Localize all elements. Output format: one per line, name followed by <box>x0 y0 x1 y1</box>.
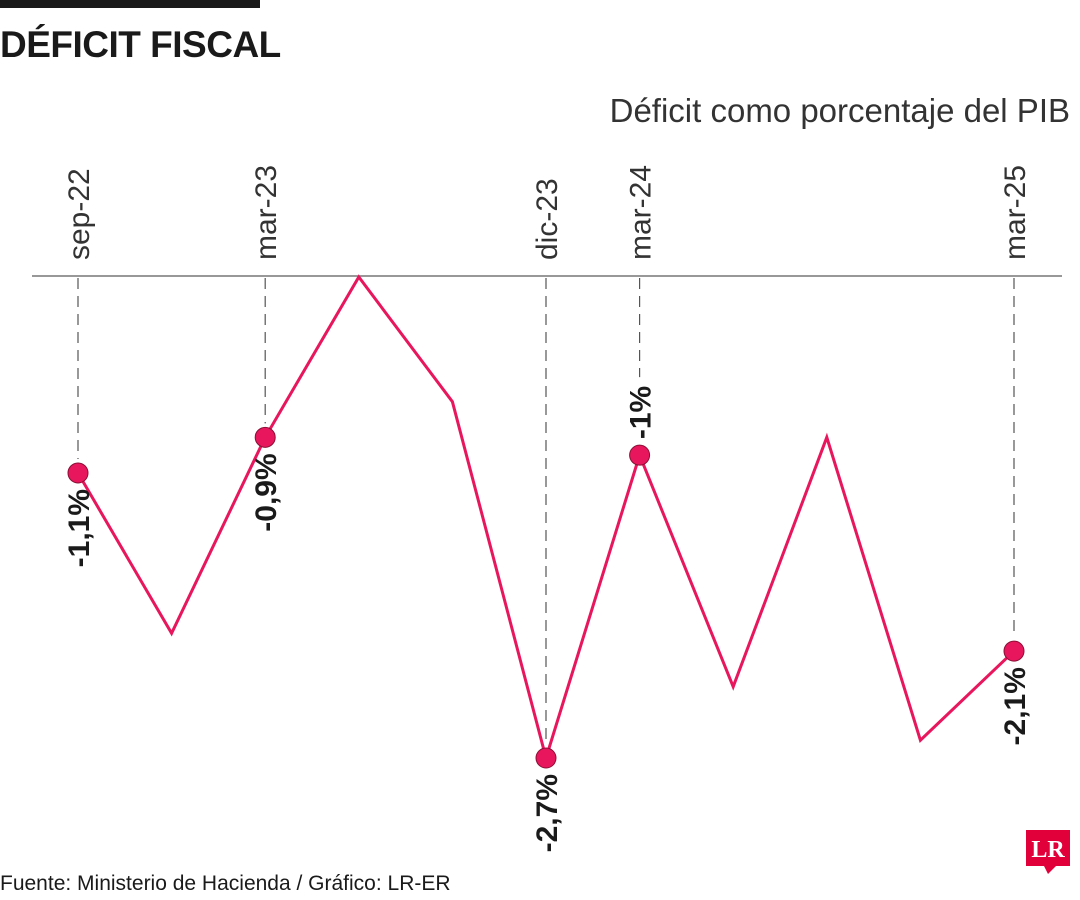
data-label: -1% <box>625 386 658 439</box>
chart-title: DÉFICIT FISCAL <box>0 24 281 65</box>
data-point <box>254 426 276 448</box>
data-point <box>1003 640 1025 662</box>
data-label: -1,1% <box>63 489 96 567</box>
x-tick-label: sep-22 <box>63 168 96 260</box>
source-note: Fuente: Ministerio de Hacienda / Gráfico… <box>0 872 451 895</box>
data-point <box>67 462 89 484</box>
x-tick-label: mar-24 <box>625 165 658 260</box>
data-label: -0,9% <box>250 453 283 531</box>
lr-logo-icon: LR <box>1026 830 1070 874</box>
title-accent-bar <box>0 0 260 8</box>
data-label: -2,7% <box>531 774 564 852</box>
chart-subtitle: Déficit como porcentaje del PIB <box>609 92 1070 129</box>
data-point <box>535 747 557 769</box>
x-tick-label: mar-25 <box>999 165 1032 260</box>
data-point <box>629 444 651 466</box>
data-label: -2,1% <box>999 667 1032 745</box>
x-tick-label: mar-23 <box>250 165 283 260</box>
x-tick-label: dic-23 <box>531 178 564 260</box>
logo-text: LR <box>1031 837 1065 863</box>
